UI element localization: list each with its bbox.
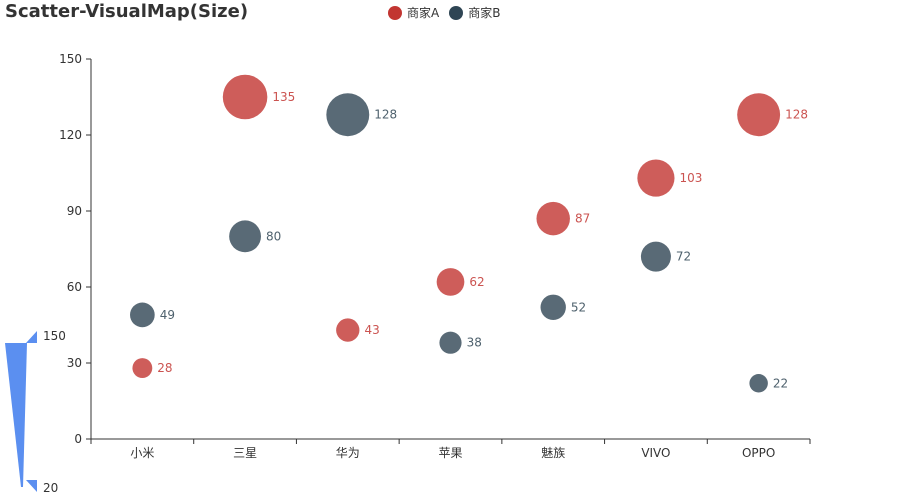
legend-item-series-a[interactable]: 商家A	[388, 4, 439, 21]
legend-label-series-a: 商家A	[407, 6, 440, 20]
data-label: 38	[467, 336, 482, 350]
legend-marker-series-b	[449, 5, 464, 20]
scatter-point[interactable]	[130, 302, 155, 328]
scatter-point[interactable]	[737, 93, 781, 137]
scatter-point[interactable]	[536, 201, 570, 236]
visual-map-handle-max[interactable]	[26, 331, 37, 343]
scatter-point[interactable]	[436, 268, 465, 296]
scatter-point[interactable]	[640, 241, 671, 272]
y-tick-label: 150	[59, 52, 82, 66]
data-label: 52	[571, 300, 586, 314]
scatter-point[interactable]	[229, 220, 261, 253]
data-label: 28	[157, 361, 172, 375]
data-label: 128	[785, 108, 808, 122]
data-label: 22	[773, 376, 788, 390]
y-tick-label: 30	[67, 356, 82, 370]
y-tick-label: 120	[59, 128, 82, 142]
x-tick-label: OPPO	[742, 446, 775, 460]
data-label: 103	[680, 171, 703, 185]
data-label: 135	[272, 90, 295, 104]
data-label: 87	[575, 212, 590, 226]
scatter-point[interactable]	[326, 93, 370, 137]
x-tick-label: 三星	[233, 446, 257, 460]
scatter-point[interactable]	[637, 159, 675, 197]
scatter-point[interactable]	[540, 294, 566, 320]
x-tick-label: 小米	[130, 446, 154, 460]
y-tick-label: 60	[67, 280, 82, 294]
y-tick-label: 90	[67, 204, 82, 218]
scatter-point[interactable]	[749, 374, 768, 393]
y-tick-label: 0	[74, 432, 82, 446]
legend: 商家A 商家B	[388, 4, 510, 21]
x-tick-label: 华为	[336, 446, 360, 460]
data-label: 128	[374, 108, 397, 122]
x-tick-label: VIVO	[641, 446, 670, 460]
legend-marker-series-a	[388, 5, 402, 20]
visual-map-handle-min[interactable]	[26, 480, 37, 492]
scatter-point[interactable]	[132, 358, 153, 378]
chart-title: Scatter-VisualMap(Size)	[5, 1, 249, 22]
visual-map-bar	[5, 343, 27, 487]
scatter-point[interactable]	[222, 74, 268, 120]
scatter-point[interactable]	[439, 331, 462, 354]
legend-item-series-b[interactable]: 商家B	[449, 4, 500, 21]
visual-map-max-label: 150	[43, 329, 66, 343]
x-tick-label: 魅族	[541, 445, 565, 460]
data-label: 72	[676, 250, 691, 264]
data-label: 43	[364, 323, 379, 337]
x-tick-label: 苹果	[438, 446, 462, 460]
legend-label-series-b: 商家B	[468, 6, 501, 20]
visual-map-min-label: 20	[43, 481, 58, 495]
data-label: 49	[160, 308, 175, 322]
scatter-point[interactable]	[336, 318, 360, 342]
data-label: 80	[266, 229, 281, 243]
data-label: 62	[469, 275, 484, 289]
